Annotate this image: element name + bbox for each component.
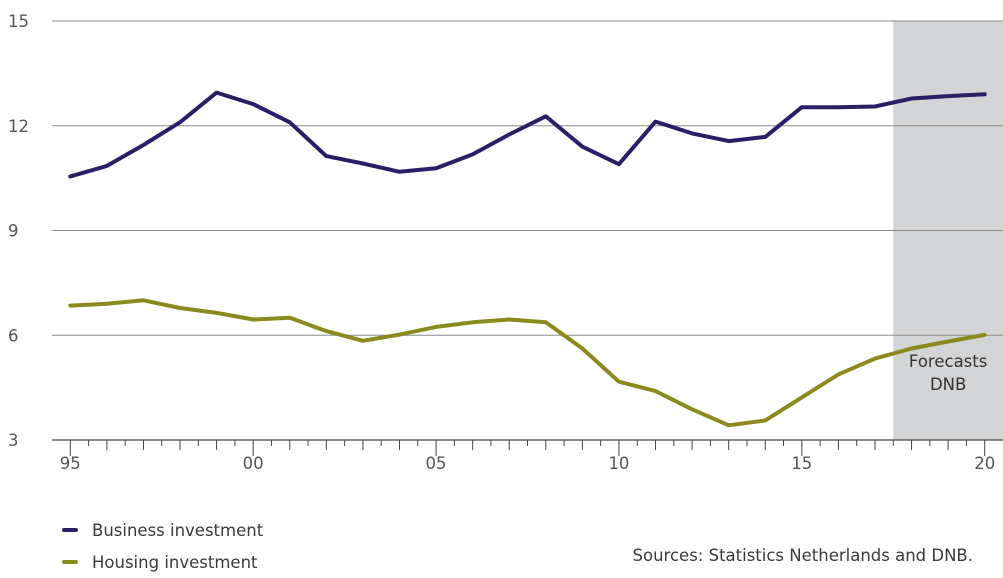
- forecast-label-line: DNB: [930, 375, 966, 394]
- x-tick-label: 95: [60, 454, 81, 473]
- series-line-business-investment: [68, 90, 987, 179]
- legend-label-housing: Housing investment: [92, 552, 258, 572]
- legend-swatch-business: [62, 528, 78, 532]
- legend-label-business: Business investment: [92, 520, 264, 540]
- y-tick-label: 12: [8, 117, 29, 136]
- legend-swatch-housing: [62, 560, 78, 564]
- x-tick-label: 15: [791, 454, 812, 473]
- y-tick-label: 3: [8, 431, 19, 450]
- x-tick-label: 05: [426, 454, 447, 473]
- x-tick-label: 10: [608, 454, 629, 473]
- x-tick-label: 00: [243, 454, 264, 473]
- y-tick-label: 15: [8, 12, 29, 31]
- legend-item-business: Business investment: [62, 514, 263, 546]
- line-chart: Forecasts DNB 3 6 9 12 15 95 00 05 10 15 20: [8, 12, 1003, 473]
- x-tick-label: 20: [974, 454, 995, 473]
- legend-item-housing: Housing investment: [62, 546, 263, 578]
- forecast-label-line: Forecasts: [909, 352, 987, 371]
- source-note: Sources: Statistics Netherlands and DNB.: [632, 546, 973, 565]
- series-line-housing-investment: [68, 298, 987, 428]
- y-tick-label: 9: [8, 222, 19, 241]
- y-tick-label: 6: [8, 326, 19, 345]
- legend: Business investment Housing investment: [62, 514, 263, 578]
